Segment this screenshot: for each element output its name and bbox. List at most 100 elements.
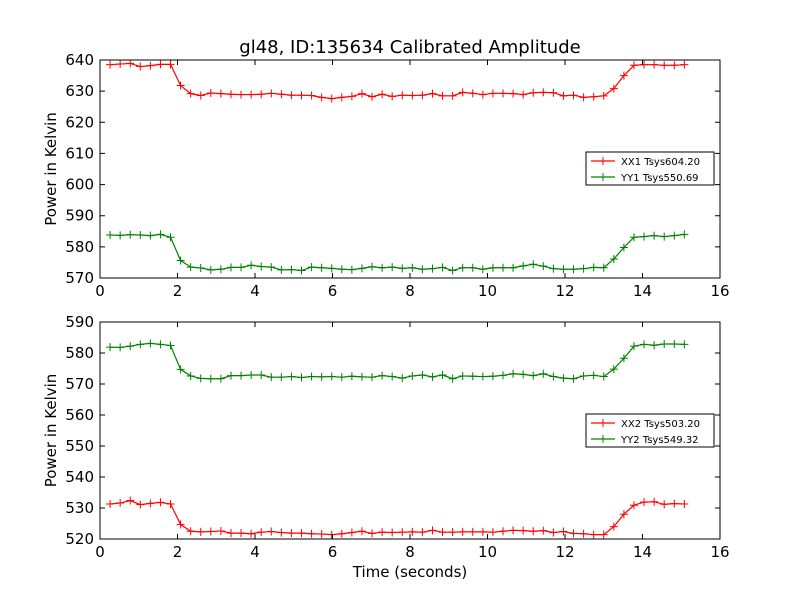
data-point xyxy=(448,266,457,275)
data-point xyxy=(166,233,175,242)
x-axis-label: Time (seconds) xyxy=(352,563,468,581)
data-point xyxy=(126,230,135,239)
data-point xyxy=(428,89,437,98)
data-point xyxy=(146,231,155,240)
data-point xyxy=(317,530,326,539)
data-point xyxy=(650,497,659,506)
series-line xyxy=(110,499,685,536)
y-axis-label: Power in Kelvin xyxy=(42,112,60,226)
series-line xyxy=(110,342,685,380)
data-point xyxy=(499,371,507,380)
series-1 xyxy=(106,496,689,539)
data-point xyxy=(468,527,477,536)
data-point xyxy=(660,232,669,241)
data-point xyxy=(216,265,225,274)
x-tick-label: 16 xyxy=(710,282,729,300)
data-point xyxy=(307,263,316,272)
data-point xyxy=(156,498,165,507)
data-point xyxy=(156,340,165,349)
data-point xyxy=(368,92,377,101)
data-point xyxy=(640,340,649,349)
data-point xyxy=(660,500,669,509)
data-point xyxy=(629,501,638,510)
data-point xyxy=(438,91,447,100)
data-point xyxy=(297,91,306,100)
data-point xyxy=(579,93,588,102)
y-tick-label: 600 xyxy=(65,176,94,194)
data-point xyxy=(196,374,205,383)
data-point xyxy=(680,499,689,508)
data-point xyxy=(226,371,235,380)
data-point xyxy=(106,343,115,352)
data-point xyxy=(418,528,427,537)
data-point xyxy=(569,91,578,100)
data-point xyxy=(337,373,346,382)
data-point xyxy=(629,61,638,70)
data-point xyxy=(186,263,195,272)
y-tick-label: 570 xyxy=(65,269,94,287)
data-point xyxy=(539,369,548,378)
data-point xyxy=(619,510,628,519)
data-point xyxy=(478,265,487,274)
data-point xyxy=(347,528,356,537)
data-point xyxy=(488,528,497,537)
data-point xyxy=(539,262,548,271)
data-point xyxy=(529,88,538,97)
data-point xyxy=(680,60,689,69)
data-point xyxy=(609,522,618,531)
data-point xyxy=(237,90,246,99)
data-point xyxy=(388,263,397,272)
x-tick-label: 8 xyxy=(405,543,415,561)
x-tick-label: 14 xyxy=(633,543,652,561)
data-point xyxy=(226,529,235,538)
data-point xyxy=(277,265,286,274)
data-point xyxy=(176,365,185,374)
x-tick-label: 10 xyxy=(478,282,497,300)
y-tick-label: 640 xyxy=(65,51,94,69)
data-point xyxy=(569,529,578,538)
data-point xyxy=(408,371,417,380)
data-point xyxy=(267,373,276,382)
data-point xyxy=(589,92,598,101)
x-tick-label: 4 xyxy=(250,282,260,300)
data-point xyxy=(156,230,165,239)
data-point xyxy=(337,265,346,274)
data-point xyxy=(257,262,266,271)
data-point xyxy=(549,88,558,97)
data-point xyxy=(378,528,387,537)
data-point xyxy=(287,91,296,100)
y-axis-label: Power in Kelvin xyxy=(42,374,60,488)
data-point xyxy=(539,526,548,535)
data-point xyxy=(519,526,528,535)
y-tick-label: 580 xyxy=(65,344,94,362)
data-point xyxy=(418,371,427,380)
series-1 xyxy=(106,60,689,103)
data-point xyxy=(549,528,558,537)
data-point xyxy=(357,527,366,536)
y-tick-label: 520 xyxy=(65,530,94,548)
data-point xyxy=(357,372,366,381)
data-point xyxy=(136,231,145,240)
data-point xyxy=(599,263,608,272)
data-point xyxy=(650,341,659,350)
data-point xyxy=(629,342,638,351)
y-tick-label: 530 xyxy=(65,499,94,517)
data-point xyxy=(609,365,618,374)
data-point xyxy=(468,372,477,381)
data-point xyxy=(660,61,669,70)
data-point xyxy=(488,263,497,272)
data-point xyxy=(247,90,256,99)
data-point xyxy=(347,265,356,274)
data-point xyxy=(297,529,306,538)
data-point xyxy=(297,266,306,275)
y-tick-label: 590 xyxy=(65,313,94,331)
data-point xyxy=(156,60,165,69)
y-tick-label: 610 xyxy=(65,144,94,162)
data-point xyxy=(428,264,437,273)
data-point xyxy=(559,91,568,100)
data-point xyxy=(448,374,457,383)
legend-label: YY2 Tsys549.32 xyxy=(620,435,699,446)
data-point xyxy=(670,61,679,70)
data-point xyxy=(589,263,598,272)
data-point xyxy=(509,89,518,98)
